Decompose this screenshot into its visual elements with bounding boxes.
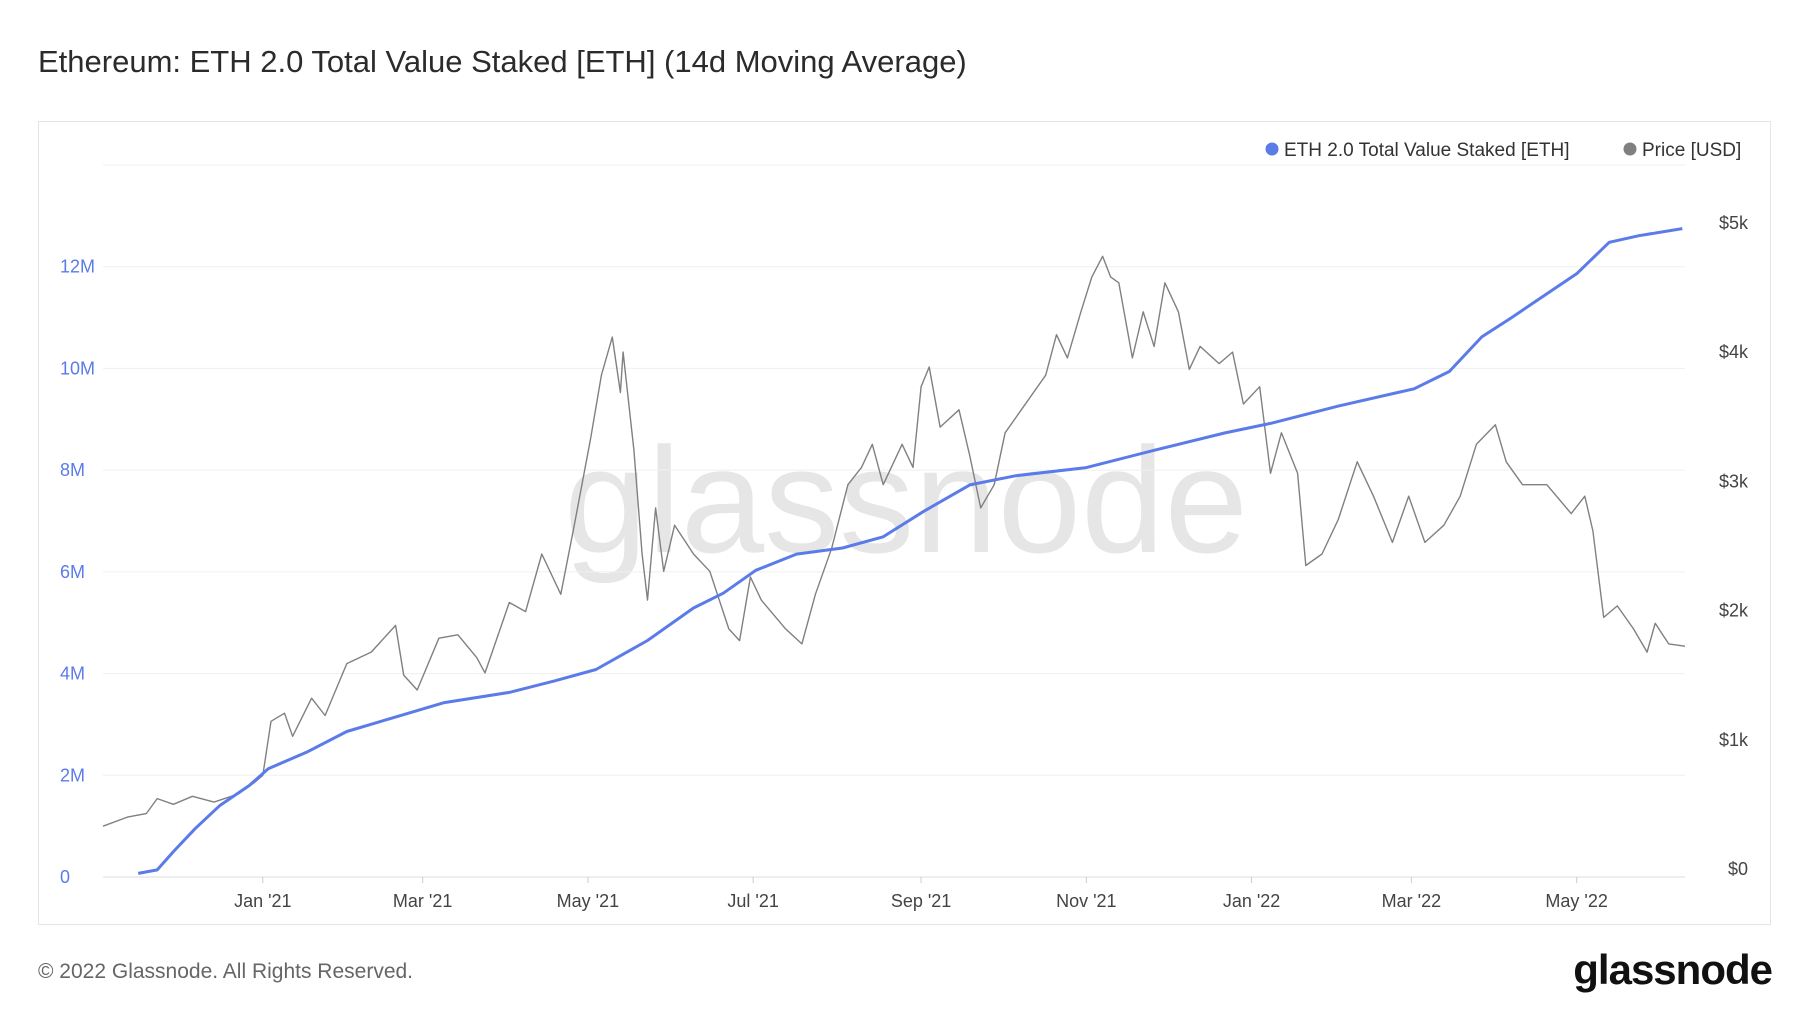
- copyright: © 2022 Glassnode. All Rights Reserved.: [38, 960, 414, 983]
- price-series-line: [102, 255, 1686, 827]
- x-tick-label: Jan '21: [234, 891, 291, 911]
- x-tick-label: Nov '21: [1056, 891, 1116, 911]
- staked-series-line: [137, 227, 1683, 875]
- x-tick-label: Sep '21: [891, 891, 952, 911]
- y-left-tick-label: 2M: [60, 765, 85, 785]
- x-tick-label: May '21: [557, 891, 619, 911]
- x-tick-label: May '22: [1545, 891, 1607, 911]
- x-tick-label: Mar '22: [1382, 891, 1441, 911]
- y-right-tick-label: $1k: [1719, 730, 1749, 750]
- y-left-tick-label: 8M: [60, 460, 85, 480]
- chart-title: Ethereum: ETH 2.0 Total Value Staked [ET…: [38, 44, 967, 79]
- x-tick-label: Mar '21: [393, 891, 452, 911]
- y-right-tick-label: $5k: [1719, 213, 1749, 233]
- y-right-tick-label: $0: [1728, 859, 1748, 879]
- chart-frame: [38, 121, 1771, 925]
- legend-label: Price [USD]: [1642, 140, 1741, 161]
- y-left-tick-label: 6M: [60, 562, 85, 582]
- y-left-tick-label: 10M: [60, 358, 95, 378]
- legend-dot-icon: [1623, 142, 1637, 156]
- y-right-tick-label: $3k: [1719, 471, 1749, 491]
- watermark: glassnode: [564, 416, 1248, 584]
- glassnode-logo: glassnode: [1573, 946, 1773, 993]
- y-left-tick-label: 4M: [60, 664, 85, 684]
- x-tick-label: Jul '21: [727, 891, 778, 911]
- x-tick-label: Jan '22: [1223, 891, 1280, 911]
- y-left-tick-label: 0: [60, 867, 70, 887]
- y-right-tick-label: $2k: [1719, 601, 1749, 621]
- y-right-tick-label: $4k: [1719, 342, 1749, 362]
- legend-label: ETH 2.0 Total Value Staked [ETH]: [1284, 140, 1570, 161]
- legend-dot-icon: [1265, 142, 1279, 156]
- y-left-tick-label: 12M: [60, 257, 95, 277]
